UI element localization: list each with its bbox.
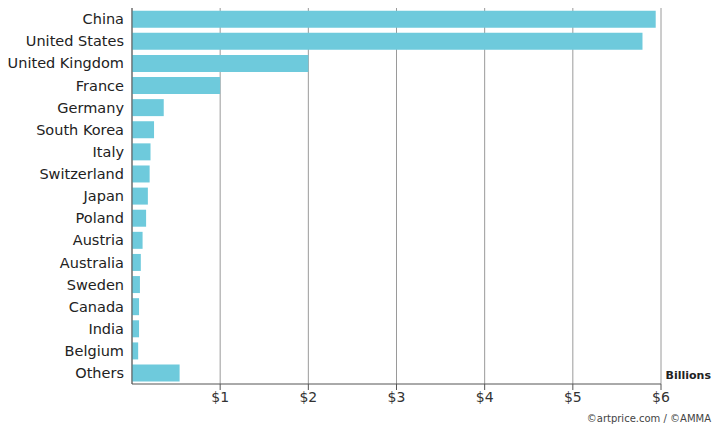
svg-text:France: France (76, 78, 124, 94)
svg-text:$5: $5 (564, 389, 582, 405)
html-text:©artprice.com / ©AMMA: ©artprice.com / ©AMMA (586, 413, 711, 424)
svg-text:Switzerland: Switzerland (39, 166, 124, 182)
html-text:Billions: Billions (665, 369, 711, 382)
svg-text:$3: $3 (388, 389, 406, 405)
svg-text:Poland: Poland (76, 210, 124, 226)
svg-text:Sweden: Sweden (67, 277, 124, 293)
svg-text:$4: $4 (476, 389, 494, 405)
svg-text:Others: Others (75, 365, 124, 381)
svg-text:Belgium: Belgium (65, 343, 124, 359)
svg-text:Italy: Italy (93, 144, 125, 160)
svg-text:$1: $1 (211, 389, 229, 405)
svg-text:$6: $6 (652, 389, 670, 405)
svg-text:Austria: Austria (73, 232, 124, 248)
svg-text:$2: $2 (299, 389, 317, 405)
svg-text:Germany: Germany (57, 100, 124, 116)
svg-text:Canada: Canada (69, 299, 124, 315)
svg-text:India: India (88, 321, 124, 337)
svg-text:United Kingdom: United Kingdom (8, 55, 124, 71)
svg-text:Japan: Japan (83, 188, 124, 204)
svg-text:China: China (83, 11, 124, 27)
svg-text:Australia: Australia (60, 255, 124, 271)
svg-text:United States: United States (26, 33, 124, 49)
svg-text:South Korea: South Korea (36, 122, 124, 138)
